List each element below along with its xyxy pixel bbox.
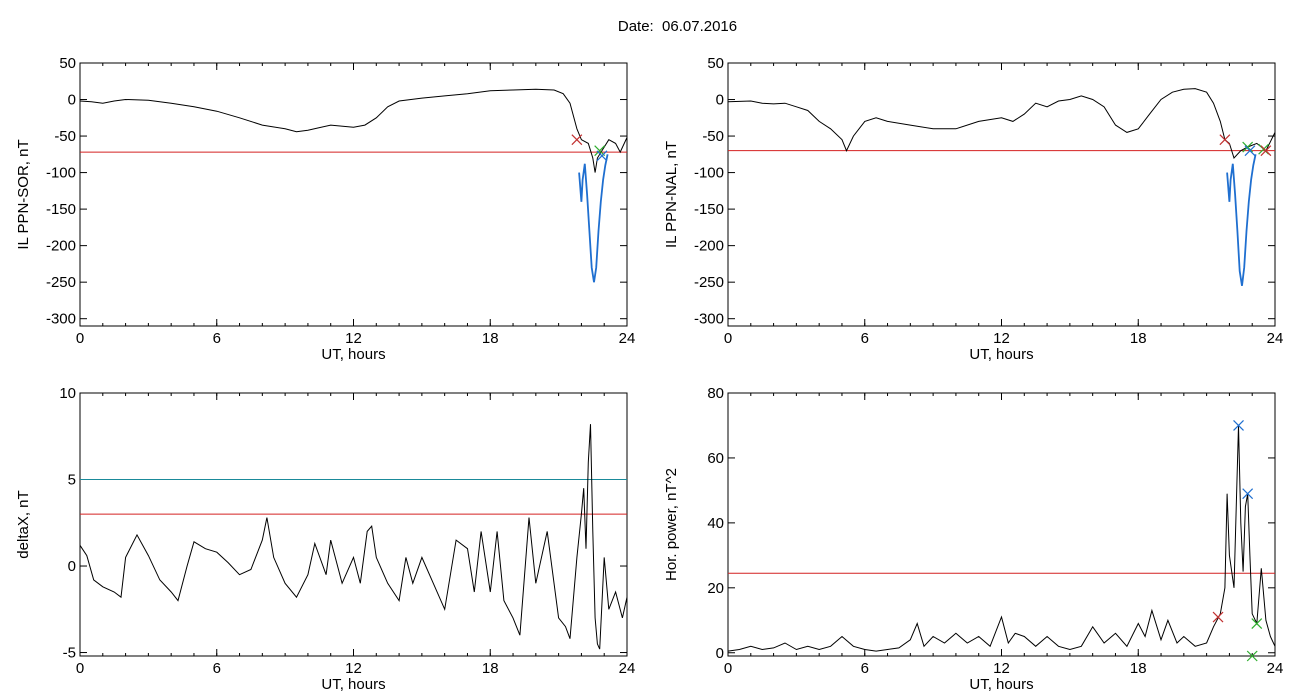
y-tick-label: -50 (54, 128, 76, 145)
y-tick-label: 50 (707, 55, 724, 72)
x-tick-label: 18 (1130, 660, 1147, 677)
x-tick-label: 18 (482, 660, 499, 677)
x-tick-label: 6 (213, 330, 221, 347)
y-tick-label: -150 (694, 201, 724, 218)
x-tick-label: 18 (482, 330, 499, 347)
x-marker (1244, 145, 1256, 157)
y-tick-label: -5 (63, 645, 76, 662)
x-marker (571, 134, 583, 146)
y-tick-label: 0 (716, 645, 724, 662)
x-marker (1219, 134, 1231, 146)
x-marker (596, 150, 608, 162)
panel-il-ppn-sor: 0 6 12 18 24 50 0 -50 -100 -150 -200 -250 -300 UT, ho… (15, 55, 635, 363)
y-tick-label: 20 (707, 580, 724, 597)
y-tick-label: 50 (59, 55, 76, 72)
x-tick-label: 12 (993, 660, 1010, 677)
y-axis-label: IL PPN-NAL, nT (663, 141, 680, 248)
panel-il-ppn-nal: 0 6 12 18 24 50 0 -50 -100 -150 -200 -250 -300 UT, ho… (663, 55, 1283, 363)
x-tick-label: 0 (76, 330, 84, 347)
x-axis-label: UT, hours (321, 676, 385, 693)
series-line (79, 88, 628, 173)
y-tick-label: -50 (702, 128, 724, 145)
x-marker (1212, 611, 1224, 623)
y-tick-label: -250 (694, 274, 724, 291)
y-tick-label: -200 (694, 238, 724, 255)
x-tick-label: 0 (724, 330, 732, 347)
x-tick-label: 6 (861, 330, 869, 347)
x-tick-label: 24 (1267, 330, 1284, 347)
y-tick-label: -250 (46, 274, 76, 291)
y-tick-label: -200 (46, 238, 76, 255)
x-marker (1251, 618, 1263, 629)
x-tick-label: 12 (345, 330, 362, 347)
y-tick-label: 0 (68, 558, 76, 575)
figure-title: Date: 06.07.2016 (617, 18, 738, 35)
x-tick-label: 12 (993, 330, 1010, 347)
series-line (1226, 154, 1257, 286)
series-line (727, 88, 1276, 159)
x-tick-label: 18 (1130, 330, 1147, 347)
plot-frame (79, 392, 628, 657)
y-tick-label: 0 (68, 92, 76, 109)
series-line (578, 154, 609, 283)
x-tick-label: 0 (724, 660, 732, 677)
y-tick-label: 5 (68, 472, 76, 489)
x-tick-label: 24 (619, 330, 636, 347)
panel-hor-power: 0 6 12 18 24 80 60 40 20 0 UT, hours Hor. power, nT… (663, 385, 1283, 693)
x-tick-label: 24 (1267, 660, 1284, 677)
plot-frame (727, 62, 1276, 327)
y-tick-label: 40 (707, 515, 724, 532)
x-tick-label: 6 (861, 660, 869, 677)
y-tick-label: 60 (707, 450, 724, 467)
series-line (727, 425, 1276, 652)
y-tick-label: 0 (716, 92, 724, 109)
y-axis-label: IL PPN-SOR, nT (15, 139, 32, 249)
y-tick-label: 80 (707, 385, 724, 402)
y-axis-label: deltaX, nT (15, 490, 32, 558)
x-marker (1246, 650, 1258, 662)
y-tick-label: -100 (694, 165, 724, 182)
x-axis-label: UT, hours (321, 346, 385, 363)
series-line (79, 424, 628, 650)
x-axis-label: UT, hours (969, 346, 1033, 363)
x-tick-label: 0 (76, 660, 84, 677)
x-tick-label: 6 (213, 660, 221, 677)
y-axis-label: Hor. power, nT^2 (663, 468, 680, 581)
x-marker (1242, 488, 1254, 500)
y-tick-label: -150 (46, 201, 76, 218)
y-tick-label: -300 (46, 311, 76, 328)
x-marker (1233, 420, 1244, 431)
y-tick-label: -100 (46, 165, 76, 182)
x-tick-label: 24 (619, 660, 636, 677)
y-tick-label: 10 (59, 385, 76, 402)
x-tick-label: 12 (345, 660, 362, 677)
x-marker (1260, 145, 1272, 157)
y-tick-label: -300 (694, 311, 724, 328)
x-axis-label: UT, hours (969, 676, 1033, 693)
